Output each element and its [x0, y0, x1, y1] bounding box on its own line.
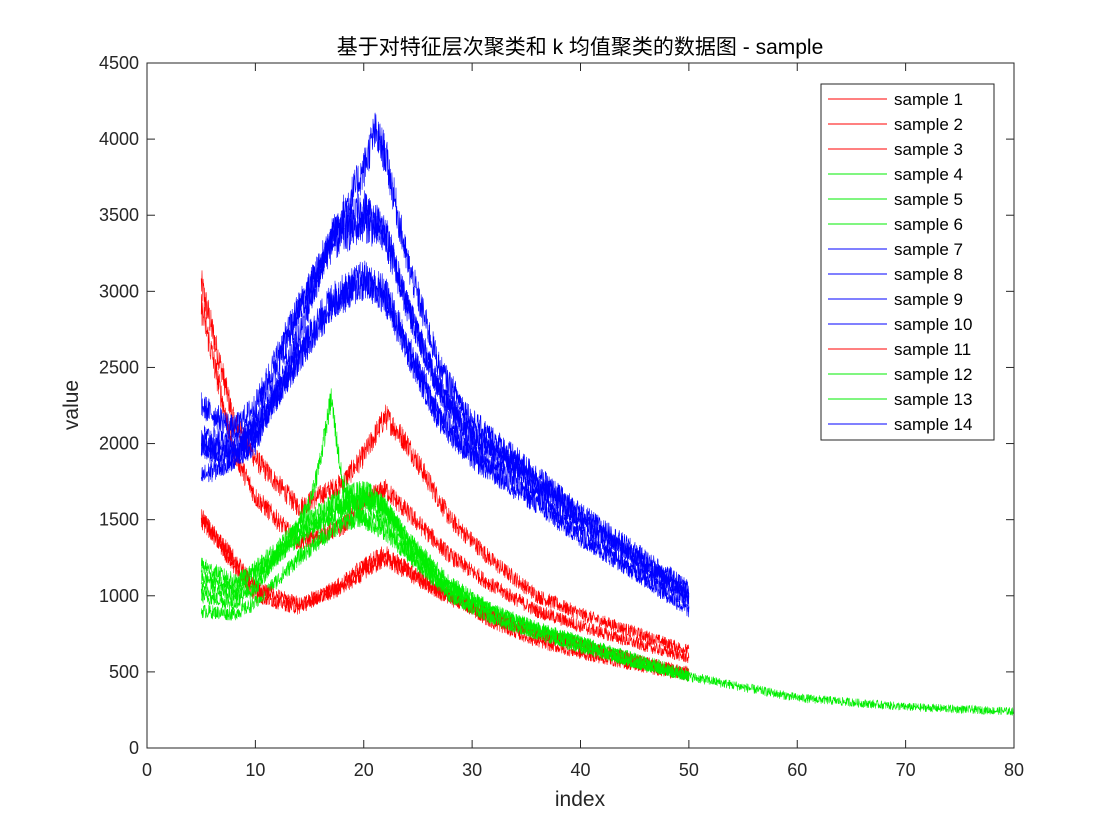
chart-title: 基于对特征层次聚类和 k 均值聚类的数据图 - sample	[337, 36, 824, 59]
y-tick-label: 2500	[99, 357, 139, 377]
y-axis-title: value	[60, 380, 83, 430]
x-tick-label: 20	[354, 760, 374, 780]
x-tick-label: 10	[245, 760, 265, 780]
y-tick-label: 2000	[99, 434, 139, 454]
legend-label: sample 8	[894, 265, 963, 284]
legend-label: sample 4	[894, 165, 963, 184]
legend: sample 1 sample 2 sample 3 sample 4 sample 5…	[820, 83, 995, 441]
y-tick-label: 3000	[99, 281, 139, 301]
legend-label: sample 10	[894, 315, 972, 334]
legend-label: sample 3	[894, 140, 963, 159]
legend-label: sample 12	[894, 365, 972, 384]
x-tick-label: 30	[462, 760, 482, 780]
x-tick-label: 50	[679, 760, 699, 780]
legend-label: sample 5	[894, 190, 963, 209]
series-line-9	[200, 271, 690, 618]
x-tick-label: 80	[1004, 760, 1024, 780]
series-line-2	[200, 294, 690, 664]
series-line-10	[201, 206, 690, 604]
x-tick-label: 40	[570, 760, 590, 780]
x-tick-label: 60	[787, 760, 807, 780]
legend-label: sample 11	[894, 340, 971, 359]
legend-label: sample 9	[894, 290, 963, 309]
y-tick-label: 0	[129, 738, 139, 758]
legend-label: sample 13	[894, 390, 972, 409]
y-tick-label: 1500	[99, 510, 139, 530]
legend-label: sample 7	[894, 240, 963, 259]
series-line-14	[200, 112, 690, 595]
legend-label: sample 1	[894, 90, 963, 109]
legend-label: sample 2	[894, 115, 963, 134]
y-tick-label: 500	[109, 662, 139, 682]
x-axis-title: index	[555, 788, 606, 811]
axis-ticks: 0 10 20 30 40 50 60 70 80 0 500 1000 1500 2000 2500 300…	[99, 53, 1024, 780]
series-line-13	[200, 487, 690, 680]
y-tick-label: 3500	[99, 205, 139, 225]
x-tick-label: 70	[896, 760, 916, 780]
x-tick-label: 0	[142, 760, 152, 780]
legend-box	[820, 83, 995, 441]
y-tick-label: 1000	[99, 586, 139, 606]
series-lines	[200, 112, 1015, 716]
legend-label: sample 14	[894, 415, 972, 434]
y-tick-label: 4000	[99, 129, 139, 149]
legend-label: sample 6	[894, 215, 963, 234]
y-tick-label: 4500	[99, 53, 139, 73]
series-line-1	[200, 270, 690, 655]
